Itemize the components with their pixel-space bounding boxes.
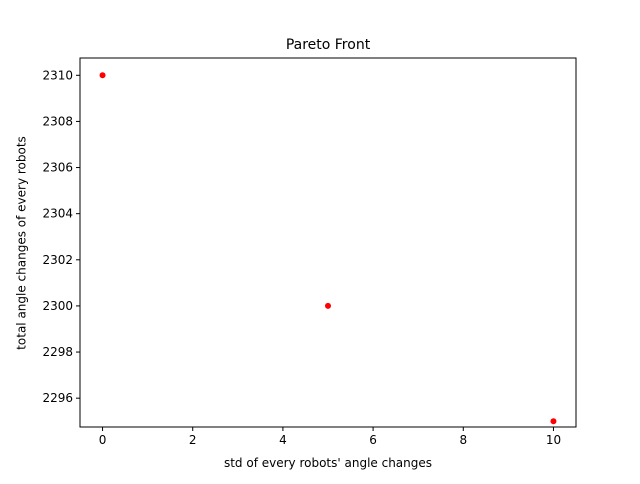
scatter-point bbox=[99, 72, 106, 79]
y-tick-label: 2298 bbox=[42, 345, 73, 359]
scatter-point bbox=[325, 302, 331, 309]
y-tick-label: 2306 bbox=[42, 161, 73, 175]
x-tick-label: 2 bbox=[189, 433, 197, 447]
y-tick-label: 2304 bbox=[42, 207, 73, 221]
x-axis-ticks: 0 2 4 6 8 10 bbox=[99, 427, 561, 447]
x-tick-label: 4 bbox=[279, 433, 287, 447]
chart-title: Pareto Front bbox=[286, 37, 371, 53]
x-tick-label: 8 bbox=[459, 433, 467, 447]
x-tick-label: 0 bbox=[99, 433, 107, 447]
y-tick-label: 2308 bbox=[42, 114, 73, 128]
x-tick-label: 6 bbox=[369, 433, 377, 447]
plot-area bbox=[79, 57, 577, 428]
x-tick-label: 10 bbox=[546, 433, 561, 447]
y-tick-label: 2300 bbox=[42, 299, 73, 313]
data-points bbox=[99, 72, 557, 425]
axes-frame bbox=[79, 57, 577, 428]
y-tick-label: 2296 bbox=[42, 391, 73, 405]
y-tick-label: 2310 bbox=[42, 68, 73, 82]
y-tick-label: 2302 bbox=[42, 253, 73, 267]
y-axis-ticks: 2296 2298 2300 2302 2304 2306 2308 2310 bbox=[42, 68, 80, 405]
scatter-point bbox=[550, 418, 557, 425]
x-axis-label: std of every robots' angle changes bbox=[224, 456, 432, 470]
y-axis-label: total angle changes of every robots bbox=[15, 136, 29, 350]
